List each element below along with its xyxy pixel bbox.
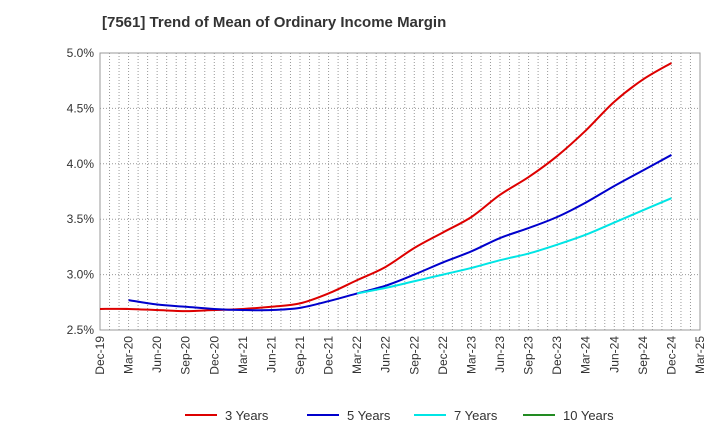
y-tick-label: 3.5% — [67, 212, 95, 226]
chart-title: [7561] Trend of Mean of Ordinary Income … — [102, 14, 447, 31]
legend-label: 3 Years — [225, 408, 269, 423]
x-tick-label: Sep-24 — [636, 336, 650, 375]
y-axis: 2.5% 3.0% 3.5% 4.0% 4.5% 5.0% — [67, 46, 95, 337]
legend-label: 7 Years — [454, 408, 498, 423]
x-tick-label: Mar-22 — [350, 336, 364, 374]
x-tick-label: Dec-21 — [322, 336, 336, 375]
x-tick-label: Mar-20 — [122, 336, 136, 374]
x-tick-label: Sep-22 — [407, 336, 421, 375]
series-line-7-years — [356, 197, 672, 295]
legend-label: 10 Years — [563, 408, 614, 423]
y-tick-label: 4.5% — [67, 101, 95, 115]
legend-label: 5 Years — [347, 408, 391, 423]
x-tick-label: Sep-23 — [522, 336, 536, 375]
x-tick-label: Jun-21 — [264, 336, 278, 373]
x-tick-label: Jun-24 — [607, 336, 621, 373]
x-tick-label: Dec-19 — [93, 336, 107, 375]
x-tick-label: Sep-21 — [293, 336, 307, 375]
x-tick-label: Mar-21 — [236, 336, 250, 374]
x-tick-label: Jun-22 — [379, 336, 393, 373]
x-tick-label: Dec-20 — [207, 336, 221, 375]
x-tick-label: Dec-22 — [436, 336, 450, 375]
x-tick-label: Dec-23 — [550, 336, 564, 375]
y-tick-label: 3.0% — [67, 268, 95, 282]
x-tick-label: Dec-24 — [664, 336, 678, 375]
x-tick-label: Mar-24 — [579, 336, 593, 374]
series-line-5-years — [128, 154, 672, 312]
x-tick-label: Jun-20 — [150, 336, 164, 373]
x-tick-label: Mar-23 — [464, 336, 478, 374]
series-line-3-years — [99, 62, 672, 313]
y-tick-label: 2.5% — [67, 323, 95, 337]
series-layer — [99, 62, 672, 313]
x-tick-label: Mar-25 — [693, 336, 707, 374]
x-tick-label: Jun-23 — [493, 336, 507, 373]
x-axis: Dec-19 Mar-20 Jun-20 Sep-20 Dec-20 Mar-21 Jun-… — [93, 336, 707, 375]
x-tick-label: Sep-20 — [179, 336, 193, 375]
plot-frame — [99, 52, 701, 331]
y-tick-label: 5.0% — [67, 46, 95, 60]
legend: 3 Years 5 Years 7 Years 10 Years — [185, 408, 614, 423]
grid-layer — [100, 53, 700, 330]
y-tick-label: 4.0% — [67, 157, 95, 171]
